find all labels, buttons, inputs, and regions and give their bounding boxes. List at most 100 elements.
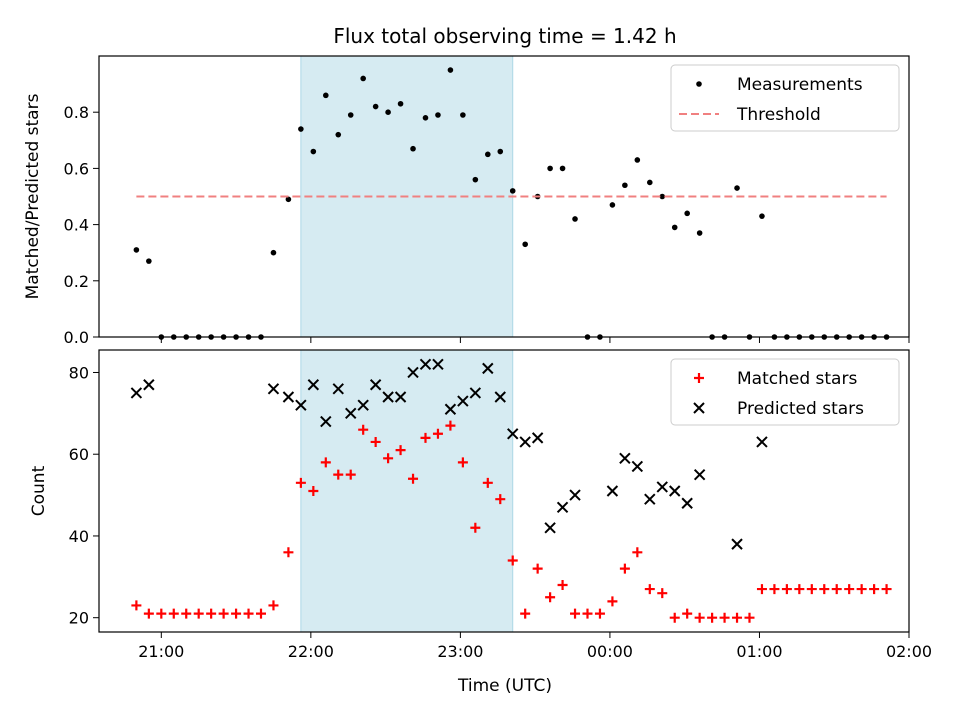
data-point: [308, 486, 319, 496]
data-point: [495, 494, 506, 505]
data-point: [509, 188, 516, 194]
data-point: [231, 608, 242, 619]
data-point: [307, 379, 320, 391]
data-point: [444, 403, 457, 415]
data-point: [494, 391, 506, 403]
data-point: [345, 407, 357, 420]
data-point: [457, 395, 469, 407]
x-tick-label: 00:00: [587, 642, 633, 661]
data-point: [320, 457, 331, 468]
axes-frame: [98, 55, 910, 338]
data-point: [781, 584, 792, 595]
legend-label: Matched stars: [737, 369, 857, 389]
data-point: [756, 584, 767, 595]
data-point: [520, 608, 531, 619]
data-point: [469, 387, 482, 399]
data-point: [460, 112, 466, 118]
data-point: [707, 612, 718, 623]
data-point: [130, 387, 143, 399]
data-point: [844, 584, 855, 595]
data-point: [298, 126, 304, 132]
data-point: [569, 489, 581, 501]
data-point: [372, 103, 379, 110]
data-point: [694, 612, 705, 623]
data-point: [383, 453, 394, 464]
data-point: [206, 608, 217, 619]
data-point: [146, 258, 152, 264]
data-point: [360, 75, 366, 82]
data-point: [532, 563, 543, 574]
y-axis-label: Count: [29, 465, 49, 516]
series-predicted-stars: [130, 358, 768, 550]
data-point: [684, 210, 690, 217]
y-tick-label: 0.2: [64, 272, 89, 291]
data-point: [482, 362, 494, 375]
data-point: [295, 399, 307, 411]
data-point: [432, 428, 443, 439]
data-point: [470, 522, 481, 533]
data-point: [719, 612, 730, 623]
data-point: [647, 179, 653, 186]
data-point: [869, 584, 880, 595]
data-point: [420, 432, 431, 443]
data-point: [547, 165, 553, 172]
data-point: [447, 67, 454, 73]
data-point: [295, 477, 306, 488]
x-axis-label: Time (UTC): [457, 676, 552, 696]
axes-frame: [98, 349, 910, 633]
data-point: [408, 473, 419, 484]
data-point: [267, 383, 280, 395]
data-point: [594, 608, 605, 619]
data-point: [320, 415, 332, 428]
data-point: [432, 358, 444, 371]
x-tick-label: 23:00: [437, 642, 483, 661]
data-point: [545, 592, 556, 603]
data-point: [732, 612, 743, 623]
data-point: [644, 493, 656, 505]
bottom-panel-star-counts: 21:00 22:00 23:00 00:00 01:00 02:00 20 40 60 80 Co…: [29, 349, 932, 661]
data-point: [769, 584, 780, 595]
data-point: [218, 608, 229, 619]
top-panel-matched-ratio: 0.0 0.2 0.4 0.6 0.8 Matched/Predicted stars Me…: [23, 55, 910, 347]
data-point: [382, 391, 394, 403]
y-tick-label: 60: [69, 445, 89, 464]
data-point: [631, 460, 644, 473]
data-point: [168, 608, 179, 619]
data-point: [385, 109, 391, 115]
data-point: [607, 596, 618, 607]
data-point: [285, 196, 292, 203]
data-point: [445, 420, 456, 431]
data-point: [656, 481, 668, 493]
data-point: [335, 131, 342, 138]
y-tick-label: 0.8: [64, 103, 89, 122]
data-point: [347, 112, 354, 118]
data-point: [133, 247, 140, 253]
data-point: [193, 608, 204, 619]
data-point: [394, 391, 407, 403]
data-point: [472, 176, 479, 183]
data-point: [671, 224, 678, 231]
legend-label: Predicted stars: [737, 399, 864, 419]
data-point: [794, 584, 805, 595]
data-point: [419, 358, 432, 371]
y-tick-label: 0.0: [64, 328, 89, 347]
data-point: [358, 424, 369, 435]
y-tick-label: 0.6: [64, 159, 89, 178]
data-point: [819, 584, 830, 595]
data-point: [881, 584, 892, 595]
data-point: [682, 608, 693, 619]
data-point: [243, 608, 254, 619]
data-point: [482, 477, 493, 488]
data-point: [572, 216, 578, 222]
data-point: [270, 249, 277, 256]
data-point: [544, 522, 556, 534]
data-point: [507, 428, 519, 440]
data-point: [507, 555, 518, 566]
data-point: [156, 608, 167, 619]
data-point: [657, 588, 668, 599]
data-point: [357, 399, 369, 411]
data-point: [457, 457, 468, 468]
y-axis-label: Matched/Predicted stars: [23, 93, 43, 299]
data-point: [397, 100, 404, 107]
legend-swatch: [693, 402, 705, 414]
